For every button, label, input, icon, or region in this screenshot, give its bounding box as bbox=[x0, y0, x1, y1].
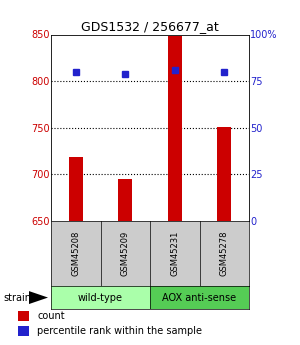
Bar bbox=[69, 157, 83, 221]
Bar bbox=[118, 179, 132, 221]
Text: percentile rank within the sample: percentile rank within the sample bbox=[37, 326, 202, 336]
Title: GDS1532 / 256677_at: GDS1532 / 256677_at bbox=[81, 20, 219, 33]
Text: GSM45278: GSM45278 bbox=[220, 231, 229, 276]
Bar bbox=[17, 326, 28, 336]
Text: AOX anti-sense: AOX anti-sense bbox=[162, 293, 237, 303]
Text: wild-type: wild-type bbox=[78, 293, 123, 303]
Bar bbox=[150, 286, 249, 309]
Bar bbox=[168, 36, 182, 221]
Text: GSM45231: GSM45231 bbox=[170, 231, 179, 276]
Text: strain: strain bbox=[3, 293, 31, 303]
Text: GSM45208: GSM45208 bbox=[71, 231, 80, 276]
Text: count: count bbox=[37, 311, 65, 321]
Bar bbox=[217, 127, 231, 221]
Bar bbox=[17, 311, 28, 321]
Bar bbox=[51, 286, 150, 309]
Text: GSM45209: GSM45209 bbox=[121, 231, 130, 276]
Polygon shape bbox=[28, 291, 48, 304]
